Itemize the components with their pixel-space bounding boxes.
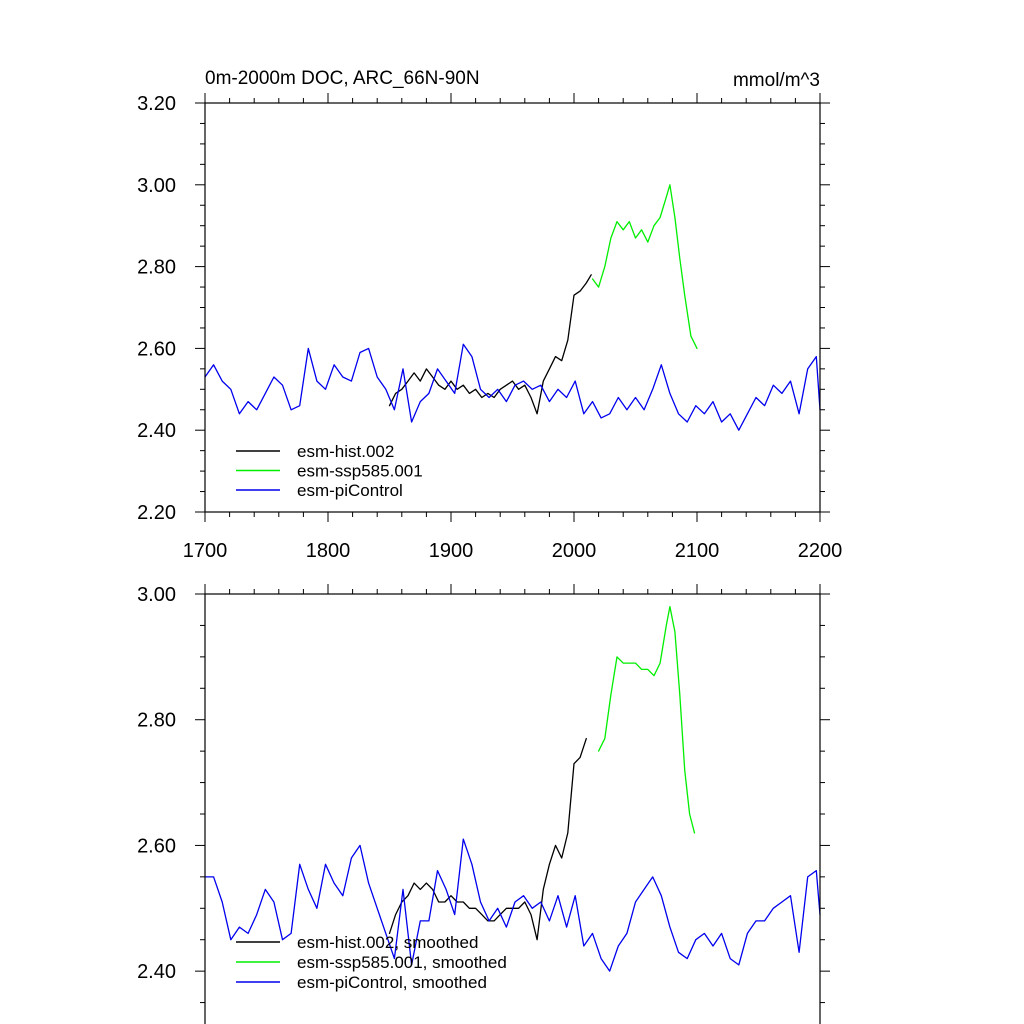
y-tick-label: 2.60 (137, 338, 176, 360)
series-line-2 (204, 838, 821, 972)
top-tick-layer: 2.20 2.40 2.60 2.80 3.00 3.20 1700 1800 1900 2000… (137, 93, 842, 562)
bottom-series-layer (204, 605, 821, 972)
legend-label: esm-hist.002 (297, 442, 394, 461)
y-tick-label: 2.40 (137, 961, 176, 983)
series-line-1 (597, 605, 696, 834)
bottom-plot-frame (204, 593, 821, 1024)
x-tick-label: 1800 (306, 540, 351, 562)
bottom-tick-layer: 2.40 2.60 2.80 3.00 (137, 584, 830, 1004)
y-tick-label: 2.20 (137, 502, 176, 524)
bottom-panel: 2.402.602.803.00 esm-hist.002, smoothede… (137, 584, 830, 1024)
top-plot-frame (204, 102, 821, 513)
y-tick-label: 3.00 (137, 175, 176, 197)
top-panel: 0m-2000m DOC, ARC_66N-90N mmol/m^3 2.202… (137, 68, 842, 562)
chart-title: 0m-2000m DOC, ARC_66N-90N (205, 68, 480, 89)
top-series-layer (204, 184, 821, 431)
x-tick-label: 2100 (675, 540, 720, 562)
y-tick-label: 2.60 (137, 835, 176, 857)
legend-label: esm-ssp585.001, smoothed (297, 953, 507, 972)
y-tick-label: 2.80 (137, 710, 176, 732)
legend-label: esm-piControl (297, 481, 403, 500)
x-tick-label: 2200 (798, 540, 843, 562)
y-tick-label: 2.40 (137, 420, 176, 442)
units-label: mmol/m^3 (733, 70, 820, 91)
series-line-1 (591, 184, 698, 350)
legend-label: esm-ssp585.001 (297, 462, 423, 481)
y-tick-label: 2.80 (137, 257, 176, 279)
legend-label: esm-hist.002, smoothed (297, 933, 478, 952)
x-tick-label: 1700 (183, 540, 228, 562)
x-tick-label: 1900 (429, 540, 474, 562)
series-line-2 (204, 343, 821, 431)
x-tick-label: 2000 (552, 540, 597, 562)
legend-label: esm-piControl, smoothed (297, 973, 487, 992)
y-tick-label: 3.20 (137, 93, 176, 115)
y-tick-label: 3.00 (137, 584, 176, 606)
series-line-0 (388, 737, 587, 941)
